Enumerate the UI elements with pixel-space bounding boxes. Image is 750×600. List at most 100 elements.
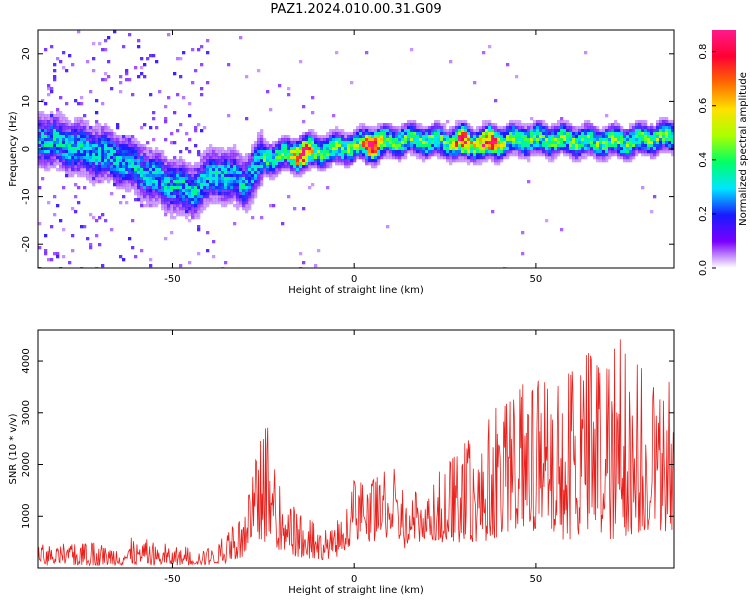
- spectrogram-cell: [506, 141, 510, 145]
- spectrogram-cell: [77, 132, 81, 136]
- spectrogram-cell: [179, 198, 183, 202]
- spectrogram-cell: [320, 141, 324, 145]
- spectrogram-cell: [233, 189, 237, 193]
- spectrogram-cell: [515, 135, 519, 139]
- spectrogram-cell: [494, 123, 498, 127]
- spectrogram-cell: [47, 117, 51, 121]
- spectrogram-cell: [194, 69, 198, 73]
- spectrogram-cell: [299, 150, 303, 154]
- spectrogram-cell: [152, 180, 156, 184]
- spectrogram-cell: [482, 150, 486, 154]
- spectrogram-cell: [416, 141, 420, 145]
- spectrogram-cell: [284, 147, 288, 151]
- spectrogram-cell: [71, 132, 75, 136]
- spectrogram-cell: [572, 153, 576, 157]
- spectrogram-cell: [179, 195, 183, 199]
- spectrogram-cell: [503, 129, 507, 133]
- spectrogram-cell: [650, 138, 654, 142]
- spectrogram-cell: [377, 141, 381, 145]
- spectrogram-cell: [215, 195, 219, 199]
- spectrogram-cell: [494, 99, 498, 103]
- spectrogram-cell: [653, 138, 657, 142]
- spectrogram-cell: [50, 126, 54, 130]
- spectrogram-cell: [227, 156, 231, 160]
- spectrogram-cell: [386, 123, 390, 127]
- spectrogram-cell: [602, 138, 606, 142]
- spectrogram-cell: [392, 150, 396, 154]
- spectrogram-cell: [329, 156, 333, 160]
- spectrogram-cell: [299, 156, 303, 160]
- spectrogram-cell: [137, 147, 141, 151]
- spectrogram-cell: [368, 153, 372, 157]
- spectrogram-cell: [551, 126, 555, 130]
- spectrogram-cell: [572, 138, 576, 142]
- spectrogram-cell: [371, 150, 375, 154]
- spectrogram-cell: [122, 177, 126, 181]
- spectrogram-cell: [164, 168, 168, 172]
- spectrogram-cell: [197, 150, 201, 154]
- spectrogram-cell: [260, 150, 264, 154]
- spectrogram-cell: [68, 165, 72, 169]
- spectrogram-cell: [344, 159, 348, 163]
- spectrogram-cell: [584, 135, 588, 139]
- spectrogram-cell: [587, 138, 591, 142]
- spectrogram-cell: [311, 150, 315, 154]
- spectrogram-cell: [80, 225, 84, 229]
- spectrogram-cell: [482, 135, 486, 139]
- spectrogram-cell: [71, 126, 75, 130]
- spectrogram-cell: [107, 147, 111, 151]
- spectrogram-cell: [404, 138, 408, 142]
- spectrogram-cell: [410, 141, 414, 145]
- spectrogram-cells: [38, 30, 674, 268]
- spectrogram-cell: [146, 156, 150, 160]
- spectrogram-cell: [134, 144, 138, 148]
- spectrogram-cell: [518, 129, 522, 133]
- spectrogram-cell: [344, 147, 348, 151]
- spectrogram-cell: [263, 171, 267, 175]
- spectrogram-cell: [149, 180, 153, 184]
- spectrogram-cell: [278, 141, 282, 145]
- spectrogram-cell: [506, 132, 510, 136]
- spectrogram-cell: [302, 159, 306, 163]
- spectrogram-cell: [284, 144, 288, 148]
- spectrogram-cell: [164, 165, 168, 169]
- spectrogram-cell: [155, 168, 159, 172]
- spectrogram-cell: [182, 51, 186, 55]
- spectrogram-cell: [587, 153, 591, 157]
- spectrogram-cell: [491, 150, 495, 154]
- spectrogram-cell: [419, 135, 423, 139]
- spectrogram-cell: [146, 204, 150, 208]
- spectrogram-cell: [437, 132, 441, 136]
- spectrogram-cell: [350, 132, 354, 136]
- spectrogram-cell: [299, 174, 303, 178]
- spectrogram-cell: [227, 159, 231, 163]
- spectrogram-cell: [620, 135, 624, 139]
- spectrogram-cell: [149, 165, 153, 169]
- spectrogram-cell: [284, 150, 288, 154]
- spectrogram-cell: [344, 156, 348, 160]
- spectrogram-cell: [425, 147, 429, 151]
- spectrogram-cell: [374, 153, 378, 157]
- spectrogram-cell: [473, 162, 477, 166]
- spectrogram-cell: [107, 126, 111, 130]
- spectrogram-cell: [539, 126, 543, 130]
- spectrogram-cell: [614, 144, 618, 148]
- spectrogram-cell: [347, 144, 351, 148]
- spectrogram-cell: [377, 132, 381, 136]
- spectrogram-cell: [521, 126, 525, 130]
- spectrogram-cell: [500, 129, 504, 133]
- spectrogram-cell: [602, 126, 606, 130]
- spectrogram-cell: [98, 177, 102, 181]
- spectrogram-cell: [218, 186, 222, 190]
- spectrogram-cell: [338, 153, 342, 157]
- spectrogram-cell: [344, 153, 348, 157]
- spectrogram-cell: [200, 93, 204, 97]
- spectrogram-cell: [311, 159, 315, 163]
- spectrogram-cell: [278, 168, 282, 172]
- spectrogram-cell: [146, 201, 150, 205]
- spectrogram-cell: [494, 132, 498, 136]
- spectrogram-cell: [569, 144, 573, 148]
- spectrogram-cell: [170, 201, 174, 205]
- spectrogram-cell: [176, 183, 180, 187]
